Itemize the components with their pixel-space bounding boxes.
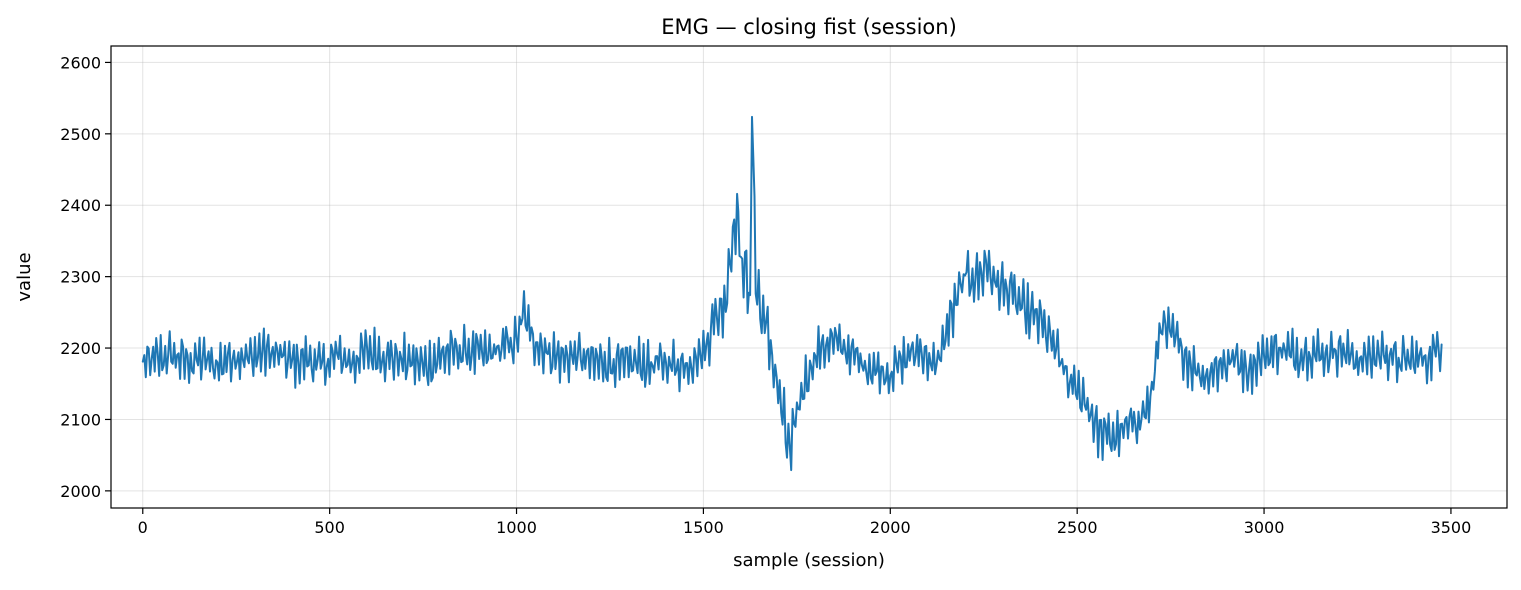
x-tick-label: 500 <box>314 518 345 537</box>
y-tick-label: 2300 <box>60 268 101 287</box>
x-tick-label: 2000 <box>870 518 911 537</box>
y-tick-label: 2200 <box>60 339 101 358</box>
x-tick-label: 1500 <box>683 518 724 537</box>
y-tick-label: 2000 <box>60 482 101 501</box>
chart-title: EMG — closing fist (session) <box>661 15 957 39</box>
x-tick-label: 1000 <box>496 518 537 537</box>
y-tick-label: 2500 <box>60 125 101 144</box>
x-tick-label: 0 <box>138 518 148 537</box>
y-tick-label: 2400 <box>60 196 101 215</box>
y-tick-label: 2100 <box>60 410 101 429</box>
x-axis-label: sample (session) <box>733 550 885 571</box>
series-layer <box>141 115 1443 472</box>
x-tick-label: 3000 <box>1244 518 1285 537</box>
y-tick-label: 2600 <box>60 53 101 72</box>
axis-ticks: 0 500 1000 1500 2000 2500 3000 3500 2000 2100 2200… <box>60 53 1471 537</box>
grid-lines <box>111 46 1507 508</box>
x-tick-label: 2500 <box>1057 518 1098 537</box>
y-axis-label: value <box>14 252 35 301</box>
x-tick-label: 3500 <box>1431 518 1472 537</box>
series-line <box>141 115 1443 472</box>
